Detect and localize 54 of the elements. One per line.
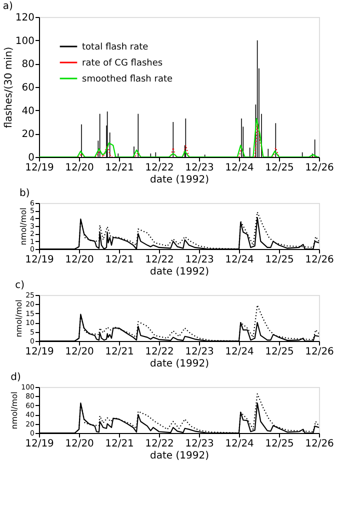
x-axis-title: date (1992) [150,266,210,278]
y-tick-label: 0 [28,152,34,164]
x-tick-label: 12/21 [105,254,134,266]
x-tick-label: 12/20 [65,162,94,174]
x-tick-label: 12/23 [185,346,214,358]
x-tick-label: 12/24 [225,438,254,450]
legend-label: total flash rate [82,42,149,52]
x-tick-label: 12/26 [305,162,334,174]
y-tick-label: 80 [22,59,34,70]
chart-title: c) [15,280,25,291]
y-axis-title: nmol/mol [19,208,28,246]
x-tick-label: 12/22 [145,346,174,358]
y-tick-label: 100 [15,36,34,47]
x-tick-label: 12/25 [265,346,294,358]
y-axis-title: nmol/mol [14,300,24,338]
x-tick-label: 12/26 [305,346,334,358]
x-tick-label: 12/24 [225,162,254,174]
x-tick-label: 12/19 [25,162,54,174]
chart-title: d) [10,372,21,383]
chart-title: b) [20,188,30,199]
y-tick-label: 120 [15,12,34,24]
x-tick-label: 12/20 [65,346,94,358]
x-tick-label: 12/23 [185,254,214,266]
y-tick-label: 20 [22,129,34,140]
x-tick-label: 12/24 [225,346,254,358]
x-tick-label: 12/22 [145,438,174,450]
x-tick-label: 12/25 [265,438,294,450]
x-tick-label: 12/20 [65,254,94,266]
x-tick-label: 12/24 [225,254,254,266]
y-tick-label: 60 [22,82,34,94]
x-axis-title: date (1992) [150,174,210,186]
y-tick-label: 40 [22,106,34,117]
y-axis-title: nmol/mol [10,392,20,430]
x-tick-label: 12/21 [105,162,134,174]
chart-title: a) [2,1,14,12]
x-tick-label: 12/22 [145,162,174,174]
x-tick-label: 12/22 [145,254,174,266]
x-tick-label: 12/26 [305,438,334,450]
x-tick-label: 12/21 [105,346,134,358]
x-tick-label: 12/26 [305,254,334,266]
x-tick-label: 12/23 [185,438,214,450]
y-axis-title: flashes/(30 min) [3,46,14,128]
x-tick-label: 12/23 [185,162,214,174]
x-tick-label: 12/25 [265,254,294,266]
x-tick-label: 12/19 [25,438,54,450]
x-tick-label: 12/21 [105,438,134,450]
x-tick-label: 12/19 [25,346,54,358]
x-tick-label: 12/19 [25,254,54,266]
x-tick-label: 12/20 [65,438,94,450]
x-axis-title: date (1992) [150,358,210,370]
legend-label: smoothed flash rate [82,74,173,84]
legend-label: rate of CG flashes [82,58,163,68]
x-tick-label: 12/25 [265,162,294,174]
x-axis-title: date (1992) [150,450,210,462]
